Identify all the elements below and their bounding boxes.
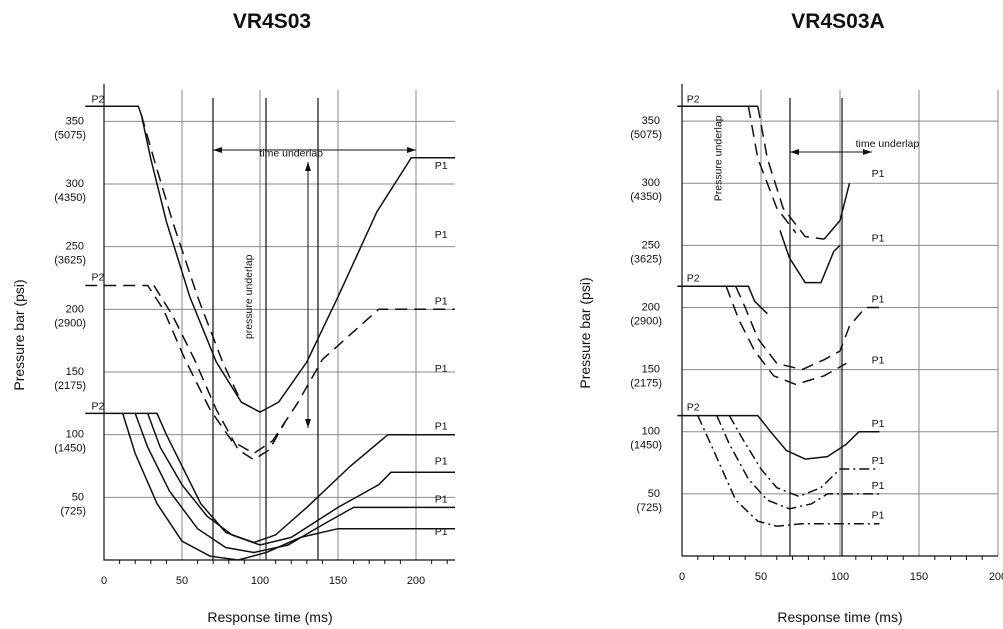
series-curve-7 xyxy=(134,413,455,554)
x-tick-label: 100 xyxy=(831,571,849,583)
y-tick-sublabel: (2900) xyxy=(54,317,86,329)
y-tick-sublabel: (3625) xyxy=(630,253,662,265)
curve-label: P1 xyxy=(872,354,885,366)
curve-label: P1 xyxy=(435,456,448,468)
series-curve-5 xyxy=(85,412,455,544)
chart-title: VR4S03A xyxy=(791,10,884,33)
y-tick-sublabel: (1450) xyxy=(630,440,662,452)
series-curve-2 xyxy=(140,114,261,413)
x-tick-label: 200 xyxy=(989,571,1003,583)
curve-label: P2 xyxy=(92,94,105,106)
y-tick-sublabel: (725) xyxy=(636,502,662,514)
curve-label: P1 xyxy=(435,526,448,538)
y-tick-label: 50 xyxy=(648,488,660,500)
x-tick-label: 200 xyxy=(407,575,425,587)
series-curve-9 xyxy=(677,414,880,460)
x-tick-label: 150 xyxy=(329,575,347,587)
annotation-1: time underlap xyxy=(259,147,323,159)
arrowheads xyxy=(790,149,872,155)
series-curve-8 xyxy=(121,413,455,561)
curve-label: P2 xyxy=(92,272,105,284)
series-curve-4 xyxy=(747,106,797,234)
y-tick-label: 300 xyxy=(642,177,660,189)
x-tick-label: 0 xyxy=(101,575,107,587)
x-tick-label: 50 xyxy=(176,575,188,587)
series-curve-3 xyxy=(85,284,455,455)
y-tick-label: 150 xyxy=(642,364,660,376)
curve-label: P2 xyxy=(687,402,700,414)
x-tick-label: 0 xyxy=(679,571,685,583)
series-curve-12 xyxy=(697,415,880,527)
y-tick-sublabel: (5075) xyxy=(630,129,662,141)
chart-2: VR4S03A 350 (5075) 300 (4350) 250 (3625) 200 (29… xyxy=(577,10,1003,625)
y-tick-label: 300 xyxy=(66,178,84,190)
y-tick-sublabel: (3625) xyxy=(54,255,86,267)
curve-label: P1 xyxy=(435,493,448,505)
y-tick-sublabel: (2175) xyxy=(54,380,86,392)
curve-label: P2 xyxy=(687,272,700,284)
y-tick-label: 200 xyxy=(642,301,660,313)
curve-label: P1 xyxy=(435,363,448,375)
series-curve-7 xyxy=(735,285,880,371)
curve-label: P1 xyxy=(872,293,885,305)
curve-label: P1 xyxy=(872,455,885,467)
curve-label: P1 xyxy=(435,295,448,307)
y-tick-sublabel: (2900) xyxy=(630,315,662,327)
axes xyxy=(681,84,998,557)
y-tick-label: 200 xyxy=(66,303,84,315)
y-tick-sublabel: (725) xyxy=(60,505,86,517)
y-tick-label: 150 xyxy=(66,366,84,378)
curve-label: P1 xyxy=(872,168,885,180)
y-tick-label: 100 xyxy=(642,426,660,438)
chart-title: VR4S03 xyxy=(233,10,311,33)
axes xyxy=(103,84,455,561)
curve-label: P1 xyxy=(872,233,885,245)
curve-label: P1 xyxy=(435,160,448,172)
chart-1: VR4S03 350 (5075) 300 (4350) 250 (3625) 200 (290… xyxy=(11,10,455,625)
y-tick-sublabel: (5075) xyxy=(54,129,86,141)
y-axis-label: Pressure bar (psi) xyxy=(577,277,593,388)
annotation-2: pressure underlap xyxy=(243,254,255,339)
series-curve-11 xyxy=(716,415,880,510)
curve-label: P1 xyxy=(872,510,885,522)
series-curve-8 xyxy=(725,286,847,386)
x-axis-label: Response time (ms) xyxy=(777,609,902,625)
y-tick-label: 100 xyxy=(66,429,84,441)
series-curve-3 xyxy=(823,183,851,240)
y-tick-label: 350 xyxy=(642,115,660,127)
curve-label: P1 xyxy=(435,229,448,241)
curve-label: P2 xyxy=(687,93,700,105)
annotation-2: Pressure underlap xyxy=(713,115,725,201)
y-tick-label: 250 xyxy=(642,239,660,251)
series-curve-6 xyxy=(146,413,455,546)
series-curve-2 xyxy=(757,106,825,240)
x-tick-label: 150 xyxy=(910,571,928,583)
curve-label: P1 xyxy=(435,421,448,433)
x-axis-label: Response time (ms) xyxy=(207,609,332,625)
x-tick-label: 50 xyxy=(755,571,767,583)
x-tick-label: 100 xyxy=(251,575,269,587)
series-curve-6 xyxy=(677,285,768,315)
y-tick-label: 250 xyxy=(66,241,84,253)
series-curve-4 xyxy=(153,285,286,461)
y-tick-label: 50 xyxy=(72,491,84,503)
series-curve-10 xyxy=(728,415,880,498)
y-tick-sublabel: (2175) xyxy=(630,378,662,390)
y-tick-sublabel: (1450) xyxy=(54,443,86,455)
curve-label: P2 xyxy=(92,401,105,413)
annotation-1: time underlap xyxy=(856,138,920,150)
y-tick-sublabel: (4350) xyxy=(630,191,662,203)
y-axis-label: Pressure bar (psi) xyxy=(11,279,27,390)
series-curve-5 xyxy=(779,230,841,284)
y-tick-sublabel: (4350) xyxy=(54,192,86,204)
curve-label: P1 xyxy=(872,480,885,492)
curve-label: P1 xyxy=(872,418,885,430)
y-tick-label: 350 xyxy=(66,115,84,127)
